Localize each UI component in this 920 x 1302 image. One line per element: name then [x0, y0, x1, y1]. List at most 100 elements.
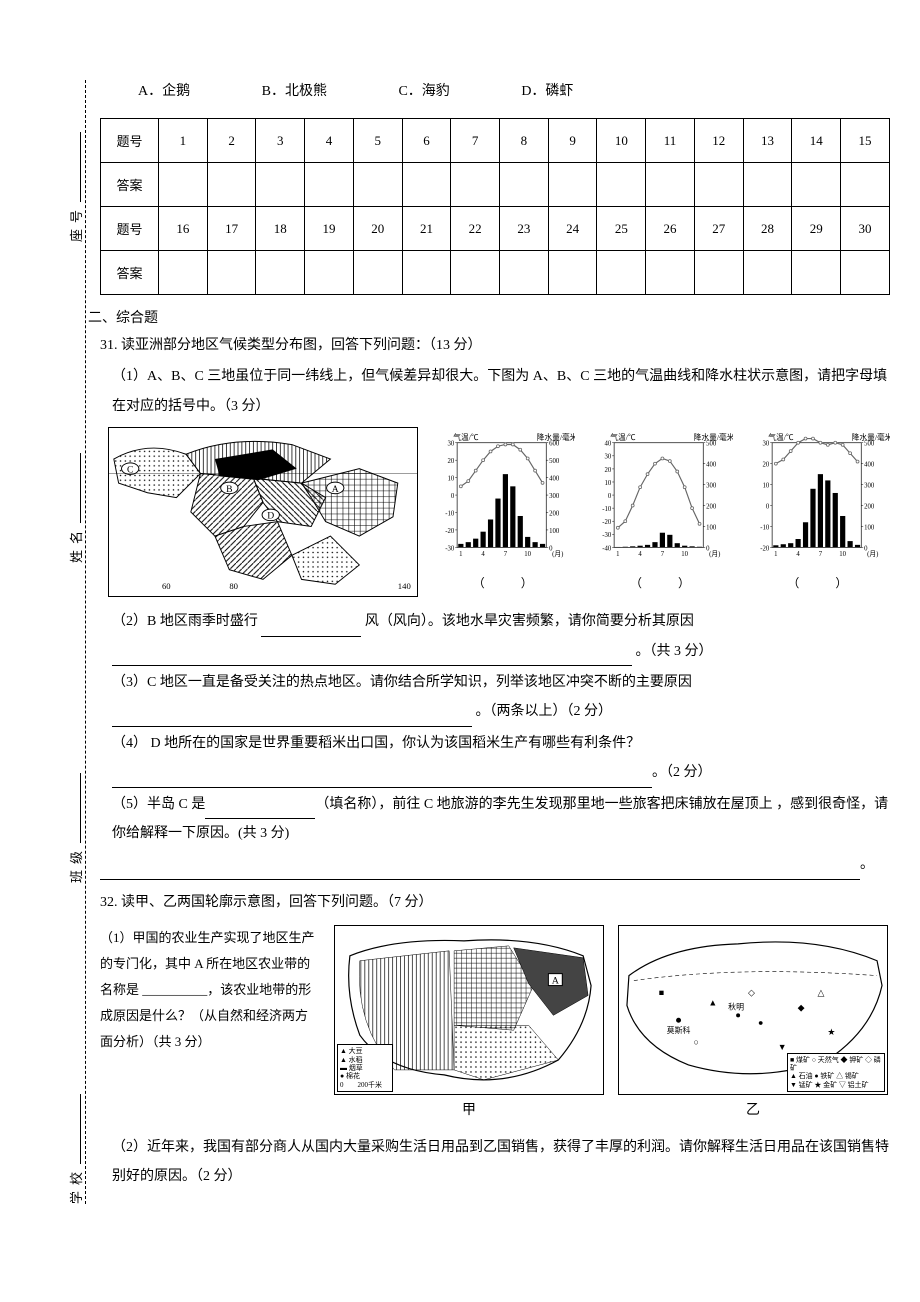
option-a: A．企鹅: [138, 80, 190, 100]
svg-text:0: 0: [451, 493, 455, 500]
svg-text:100: 100: [549, 528, 560, 535]
svg-text:-30: -30: [603, 532, 613, 539]
usa-legend: ▲ 大豆 ▲ 水稻 ▬ 烟草 ● 棉花 0 200千米: [337, 1044, 393, 1092]
answer-table: 题号 123456789101112131415 答案 题号 161718192…: [100, 118, 890, 295]
svg-text:10: 10: [448, 476, 455, 483]
climograph-2: -40-30-20-100102030400100200300400500147…: [587, 427, 732, 591]
svg-text:(月): (月): [867, 550, 878, 558]
school-blank: 学校: [66, 1092, 85, 1204]
svg-text:▼: ▼: [778, 1042, 787, 1052]
svg-text:-20: -20: [603, 519, 613, 526]
svg-text:300: 300: [864, 483, 875, 490]
svg-text:100: 100: [864, 525, 875, 532]
svg-text:A: A: [552, 976, 560, 987]
svg-text:气温/℃: 气温/℃: [453, 432, 479, 442]
climograph-3: -20-100102030010020030040050014710(月)气温/…: [745, 427, 890, 591]
svg-text:△: △: [818, 988, 825, 998]
svg-text:■: ■: [659, 988, 664, 998]
row-label: 答案: [101, 163, 159, 207]
svg-text:200: 200: [549, 511, 560, 518]
svg-text:10: 10: [682, 551, 689, 558]
russia-map: 莫斯科 秋明 ■▲● ◆★▼ ○△◇ ■ 煤矿 ○ 天然气 ◆ 钾矿 ◇ 磷矿 …: [618, 925, 888, 1095]
svg-text:400: 400: [549, 476, 560, 483]
svg-text:10: 10: [605, 480, 612, 487]
svg-text:-10: -10: [603, 506, 613, 513]
q31-p4: （4） D 地所在的国家是世界重要稻米出口国，你认为该国稻米生产有哪些有利条件？…: [112, 729, 890, 788]
svg-text:A: A: [332, 484, 339, 495]
option-c: C．海豹: [398, 80, 449, 100]
svg-text:-10: -10: [760, 525, 770, 532]
table-row: 答案: [101, 251, 890, 295]
q32-figures: （1）甲国的农业生产实现了地区生产的专门化，其中 A 所在地区农业带的名称是 _…: [100, 925, 890, 1119]
q31-p1: （1）A、B、C 三地虽位于同一纬线上，但气候差异却很大。下图为 A、B、C 三…: [112, 362, 890, 421]
svg-text:200: 200: [707, 504, 718, 511]
binding-labels: 座号 姓名 班级 学校: [55, 130, 95, 1204]
svg-text:4: 4: [639, 551, 643, 558]
svg-text:D: D: [267, 511, 274, 522]
seat-blank: 座号: [66, 130, 85, 242]
svg-text:降水量/毫米: 降水量/毫米: [694, 432, 733, 442]
svg-text:◇: ◇: [748, 988, 755, 998]
table-row: 答案: [101, 163, 890, 207]
svg-text:-10: -10: [445, 511, 455, 518]
svg-text:1: 1: [459, 551, 462, 558]
svg-text:500: 500: [549, 458, 560, 465]
climograph-1: -30-20-100102030010020030040050060014710…: [430, 427, 575, 591]
q32-p2: （2）近年来，我国有部分商人从国内大量采购生活日用品到乙国销售，获得了丰厚的利润…: [112, 1133, 890, 1192]
svg-text:◆: ◆: [798, 1002, 805, 1012]
svg-text:(月): (月): [709, 550, 720, 558]
svg-text:降水量/毫米: 降水量/毫米: [851, 432, 890, 442]
svg-text:7: 7: [504, 551, 508, 558]
svg-text:0: 0: [608, 493, 612, 500]
option-d: D．磷虾: [521, 80, 573, 100]
svg-text:20: 20: [605, 467, 612, 474]
svg-text:○: ○: [693, 1037, 698, 1047]
svg-text:7: 7: [818, 551, 822, 558]
svg-text:20: 20: [762, 462, 769, 469]
svg-text:-30: -30: [445, 545, 455, 552]
svg-text:0: 0: [766, 504, 770, 511]
svg-text:80: 80: [229, 581, 238, 591]
svg-text:7: 7: [661, 551, 665, 558]
option-b: B．北极熊: [262, 80, 327, 100]
name-blank: 姓名: [66, 451, 85, 563]
svg-text:1: 1: [617, 551, 620, 558]
svg-text:1: 1: [774, 551, 777, 558]
q31-p2: （2）B 地区雨季时盛行 风（风向）。该地水旱灾害频繁，请你简要分析其原因 。（…: [112, 607, 890, 666]
svg-text:莫斯科: 莫斯科: [667, 1025, 691, 1035]
svg-text:气温/℃: 气温/℃: [768, 432, 794, 442]
section-title: 二、综合题: [88, 307, 890, 327]
q31-p5: （5）半岛 C 是（填名称），前往 C 地旅游的李先生发现那里地一些旅客把床铺放…: [112, 790, 890, 849]
svg-text:B: B: [226, 484, 232, 495]
svg-text:400: 400: [864, 462, 875, 469]
svg-text:降水量/毫米: 降水量/毫米: [537, 432, 576, 442]
q32-stem: 32. 读甲、乙两国轮廓示意图，回答下列问题。（7 分）: [100, 888, 890, 917]
class-blank: 班级: [66, 771, 85, 883]
svg-text:(月): (月): [552, 550, 563, 558]
svg-text:-20: -20: [445, 528, 455, 535]
svg-text:▲: ▲: [708, 997, 717, 1007]
svg-text:20: 20: [448, 458, 455, 465]
svg-text:-40: -40: [603, 545, 613, 552]
row-label: 题号: [101, 207, 159, 251]
svg-text:300: 300: [707, 483, 718, 490]
svg-text:10: 10: [839, 551, 846, 558]
svg-text:60: 60: [162, 581, 171, 591]
caption-usa: 甲: [334, 1099, 604, 1119]
svg-text:气温/℃: 气温/℃: [611, 432, 637, 442]
svg-text:★: ★: [827, 1027, 835, 1037]
svg-text:400: 400: [707, 462, 718, 469]
svg-text:C: C: [127, 465, 133, 476]
svg-text:300: 300: [549, 493, 560, 500]
asia-climate-map: B C A D 60 80 140: [108, 427, 418, 597]
row-label: 题号: [101, 119, 159, 163]
svg-text:140: 140: [398, 581, 411, 591]
fold-line: [85, 80, 86, 1204]
usa-map: A ▲ 大豆 ▲ 水稻 ▬ 烟草 ● 棉花 0 200千米: [334, 925, 604, 1095]
svg-text:200: 200: [864, 504, 875, 511]
q31-p3: （3）C 地区一直是备受关注的热点地区。请你结合所学知识，列举该地区冲突不断的主…: [112, 668, 890, 727]
table-row: 题号 161718192021222324252627282930: [101, 207, 890, 251]
svg-text:100: 100: [707, 525, 718, 532]
svg-text:4: 4: [481, 551, 485, 558]
russia-legend: ■ 煤矿 ○ 天然气 ◆ 钾矿 ◇ 磷矿 ▲ 石油 ● 铁矿 △ 锡矿 ▼ 锰矿…: [787, 1053, 885, 1093]
